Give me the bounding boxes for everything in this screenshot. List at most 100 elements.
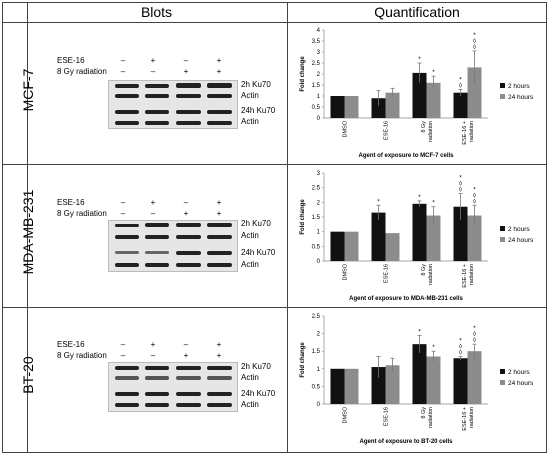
y-tick-label: 1 <box>317 230 321 236</box>
blot-band <box>145 403 169 407</box>
row-divider-1 <box>3 164 546 165</box>
significance-mark: * <box>459 76 462 83</box>
treatment-label-ese16: ESE-16 <box>57 340 85 349</box>
blot-band <box>176 121 201 125</box>
x-tick-label: ESE-16 <box>384 407 390 426</box>
band-label: 24h Ku70 <box>241 106 276 115</box>
significance-mark: * <box>473 186 476 193</box>
sign: + <box>216 198 222 207</box>
blot-band <box>176 110 201 114</box>
blot-band <box>207 83 232 88</box>
sign: – <box>120 209 126 218</box>
sign: – <box>120 67 126 76</box>
bar <box>371 212 386 261</box>
label-column-divider <box>27 3 28 452</box>
bar <box>453 92 468 118</box>
row-label-mcf7: MCF-7 <box>20 68 36 112</box>
blot-band <box>115 403 139 407</box>
significance-mark: * <box>418 56 421 63</box>
y-tick-label: 3 <box>317 171 321 177</box>
treatment-label-ese16: ESE-16 <box>57 198 85 207</box>
blot-band <box>176 83 201 88</box>
bar <box>330 368 345 404</box>
sign: – <box>120 351 126 360</box>
sign: – <box>183 56 189 65</box>
y-tick-label: 0.5 <box>312 105 321 111</box>
blot-band <box>145 376 169 380</box>
blot-band <box>176 223 201 227</box>
blot-band <box>115 224 139 227</box>
x-tick-label: radiation <box>428 264 434 285</box>
sign: + <box>216 56 222 65</box>
significance-mark: * <box>432 69 435 76</box>
blot-band <box>207 392 232 396</box>
blot-image <box>108 362 238 412</box>
blot-band <box>145 392 169 396</box>
bar <box>371 367 386 404</box>
y-tick-label: 1 <box>317 94 321 100</box>
x-tick-label: ESE-16 <box>384 121 390 140</box>
band-label: Actin <box>241 91 259 100</box>
x-tick-label: DMSO <box>343 406 349 423</box>
band-label: Actin <box>241 400 259 409</box>
legend-label: 2 hours <box>508 226 530 233</box>
band-label: Actin <box>241 231 259 240</box>
significance-mark: * <box>377 198 380 205</box>
bar <box>467 67 482 118</box>
bar <box>412 72 427 118</box>
y-tick-label: 2.5 <box>312 61 321 67</box>
significance-mark: * <box>459 175 462 182</box>
sign: – <box>183 198 189 207</box>
bar <box>467 351 482 404</box>
bar <box>385 365 400 404</box>
bar <box>385 233 400 261</box>
row-label-mdamb231: MDA-MB-231 <box>20 189 36 275</box>
bar <box>426 356 441 404</box>
legend-label: 2 hours <box>508 83 530 90</box>
y-tick-label: 2 <box>317 72 321 78</box>
bar <box>426 215 441 261</box>
y-axis-label: Fold change <box>300 56 306 92</box>
row-divider-2 <box>3 307 546 308</box>
x-tick-label: radiation <box>469 407 475 428</box>
blot-band <box>115 94 139 98</box>
blot-band <box>145 251 169 254</box>
blot-band <box>176 235 201 239</box>
row-label-bt20: BT-20 <box>20 356 36 394</box>
blot-band <box>145 223 169 227</box>
blot-band <box>207 403 232 407</box>
bar <box>426 82 441 118</box>
significance-mark: * <box>418 194 421 201</box>
y-tick-label: 2 <box>317 332 321 338</box>
legend-swatch <box>500 380 505 385</box>
bar <box>412 344 427 404</box>
significance-mark: * <box>459 337 462 344</box>
legend-swatch <box>500 94 505 99</box>
band-label: Actin <box>241 117 259 126</box>
band-label: 24h Ku70 <box>241 389 276 398</box>
bar <box>344 231 359 261</box>
x-tick-label: radiation <box>469 121 475 142</box>
bar <box>467 215 482 261</box>
sign: – <box>150 67 156 76</box>
legend-label: 2 hours <box>508 369 530 376</box>
sign: – <box>150 351 156 360</box>
blot-band <box>145 94 169 98</box>
sign: + <box>216 340 222 349</box>
sign: + <box>150 56 156 65</box>
blot-band <box>207 251 232 255</box>
blot-band <box>207 110 232 114</box>
x-tick-label: ESE-16 + <box>462 407 468 431</box>
blot-band <box>115 110 139 114</box>
blot-band <box>207 94 232 98</box>
y-tick-label: 3.5 <box>312 39 321 45</box>
y-axis-label: Fold change <box>300 342 306 378</box>
bar <box>385 92 400 118</box>
y-tick-label: 1.5 <box>312 215 321 221</box>
blot-band <box>115 235 139 239</box>
x-axis-label: Agent of exposure to BT-20 cells <box>359 439 453 445</box>
x-tick-label: 8 Gy <box>421 121 427 133</box>
x-axis-label: Agent of exposure to MDA-MB-231 cells <box>349 296 463 302</box>
sign: + <box>216 351 222 360</box>
